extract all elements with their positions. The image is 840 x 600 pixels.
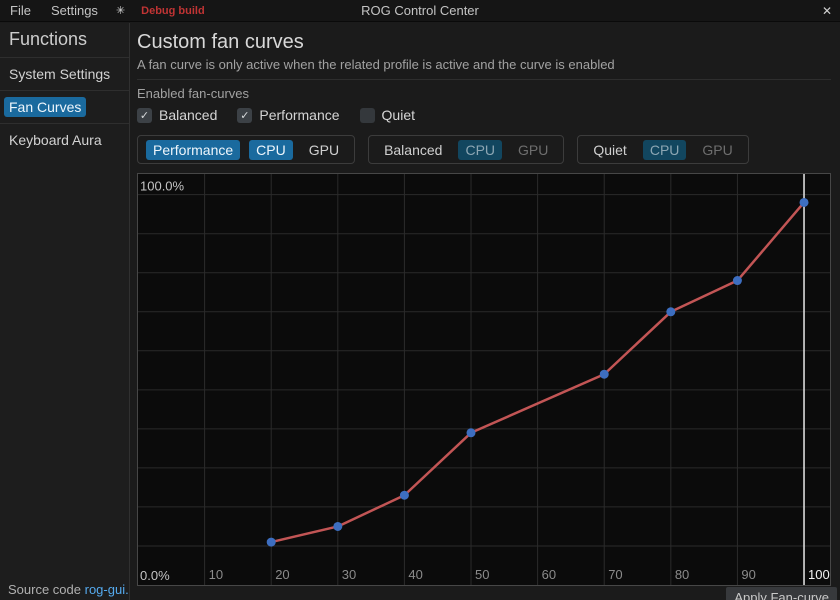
divider	[0, 123, 129, 124]
theme-toggle-icon[interactable]: ✳	[115, 5, 126, 17]
curve-point[interactable]	[333, 521, 343, 531]
divider	[0, 90, 129, 91]
x-tick-label: 80	[675, 567, 689, 582]
x-tick-label: 10	[209, 567, 223, 582]
page-subtitle: A fan curve is only active when the rela…	[137, 57, 615, 72]
source-code-footer: Source code rog-gui.	[8, 582, 129, 597]
sidebar-item-fan-curves[interactable]: Fan Curves	[0, 91, 129, 123]
x-tick-label: 100	[808, 567, 830, 582]
tab-performance[interactable]: Performance	[146, 139, 241, 160]
tab-balanced-cpu[interactable]: CPU	[458, 139, 503, 160]
checkbox-balanced[interactable]: ✓ Balanced	[137, 107, 217, 123]
sidebar: Functions System Settings Fan Curves Key…	[0, 23, 130, 600]
checkbox-performance[interactable]: ✓ Performance	[237, 107, 340, 123]
tab-quiet-cpu[interactable]: CPU	[642, 139, 687, 160]
main-panel: Custom fan curves A fan curve is only ac…	[131, 23, 840, 600]
x-tick-label: 30	[342, 567, 356, 582]
curve-point[interactable]	[799, 197, 809, 207]
close-icon[interactable]: ✕	[821, 4, 832, 18]
tab-performance-gpu[interactable]: GPU	[308, 141, 340, 158]
x-tick-label: 90	[741, 567, 755, 582]
source-code-label: Source code	[8, 582, 81, 597]
y-axis-label-top: 100.0%	[140, 179, 185, 194]
x-tick-label: 60	[542, 567, 556, 582]
sidebar-header: Functions	[9, 29, 88, 49]
sidebar-item-label: Keyboard Aura	[9, 132, 102, 148]
checkbox-check-icon: ✓	[137, 107, 152, 123]
tab-performance-cpu[interactable]: CPU	[249, 139, 293, 160]
profile-group-quiet: Quiet CPU GPU	[577, 135, 749, 164]
x-tick-label: 20	[275, 567, 289, 582]
sidebar-item-label: Fan Curves	[4, 97, 87, 117]
curve-point[interactable]	[399, 490, 409, 500]
sidebar-item-system-settings[interactable]: System Settings	[0, 58, 129, 90]
sidebar-item-label: System Settings	[9, 66, 111, 82]
enabled-fan-curves-label: Enabled fan-curves	[137, 86, 250, 101]
curve-line	[269, 201, 806, 544]
checkbox-quiet[interactable]: Quiet	[359, 107, 416, 123]
profile-group-performance: Performance CPU GPU	[137, 135, 356, 164]
rog-gui-link[interactable]: rog-gui.	[84, 582, 129, 597]
divider	[137, 79, 831, 80]
profile-tabs-row: Performance CPU GPU Balanced CPU GPU Qui…	[137, 135, 840, 164]
curve-point[interactable]	[666, 307, 676, 317]
fan-curve-chart[interactable]: 10 20 30 40 50 60 70 80 90 100 100.0% 0.0%	[137, 173, 831, 586]
debug-build-badge: Debug build	[141, 4, 205, 17]
tab-quiet-gpu[interactable]: GPU	[702, 141, 733, 158]
checkbox-label: Quiet	[381, 107, 416, 123]
curve-point[interactable]	[732, 276, 742, 286]
curve-point[interactable]	[466, 428, 476, 438]
tab-balanced-gpu[interactable]: GPU	[518, 141, 549, 158]
fan-curve-plot[interactable]: 10 20 30 40 50 60 70 80 90 100 100.0% 0.0%	[138, 174, 830, 585]
tab-balanced[interactable]: Balanced	[384, 141, 443, 158]
bottom-bar: Apply Fan-curve	[137, 586, 840, 600]
x-tick-label: 70	[608, 567, 622, 582]
profile-group-balanced: Balanced CPU GPU	[368, 135, 565, 164]
page-title: Custom fan curves	[137, 31, 304, 53]
tab-quiet[interactable]: Quiet	[593, 141, 627, 158]
y-axis-label-bottom: 0.0%	[140, 568, 170, 583]
checkbox-label: Balanced	[159, 107, 218, 123]
checkbox-check-icon: ✓	[237, 107, 253, 123]
enabled-checkbox-row: ✓ Balanced ✓ Performance Quiet	[137, 107, 840, 123]
x-tick-label: 40	[408, 567, 422, 582]
divider	[0, 57, 129, 58]
curve-point[interactable]	[266, 537, 276, 547]
titlebar: File Settings ✳ Debug build ROG Control …	[0, 0, 840, 22]
menu-settings[interactable]: Settings	[50, 3, 98, 18]
menu-file[interactable]: File	[10, 3, 31, 18]
sidebar-item-keyboard-aura[interactable]: Keyboard Aura	[0, 124, 129, 156]
checkbox-label: Performance	[259, 107, 340, 123]
curve-point[interactable]	[599, 369, 609, 379]
apply-fan-curve-button[interactable]: Apply Fan-curve	[726, 586, 837, 600]
checkbox-check-icon	[359, 107, 375, 123]
x-tick-label: 50	[475, 567, 489, 582]
